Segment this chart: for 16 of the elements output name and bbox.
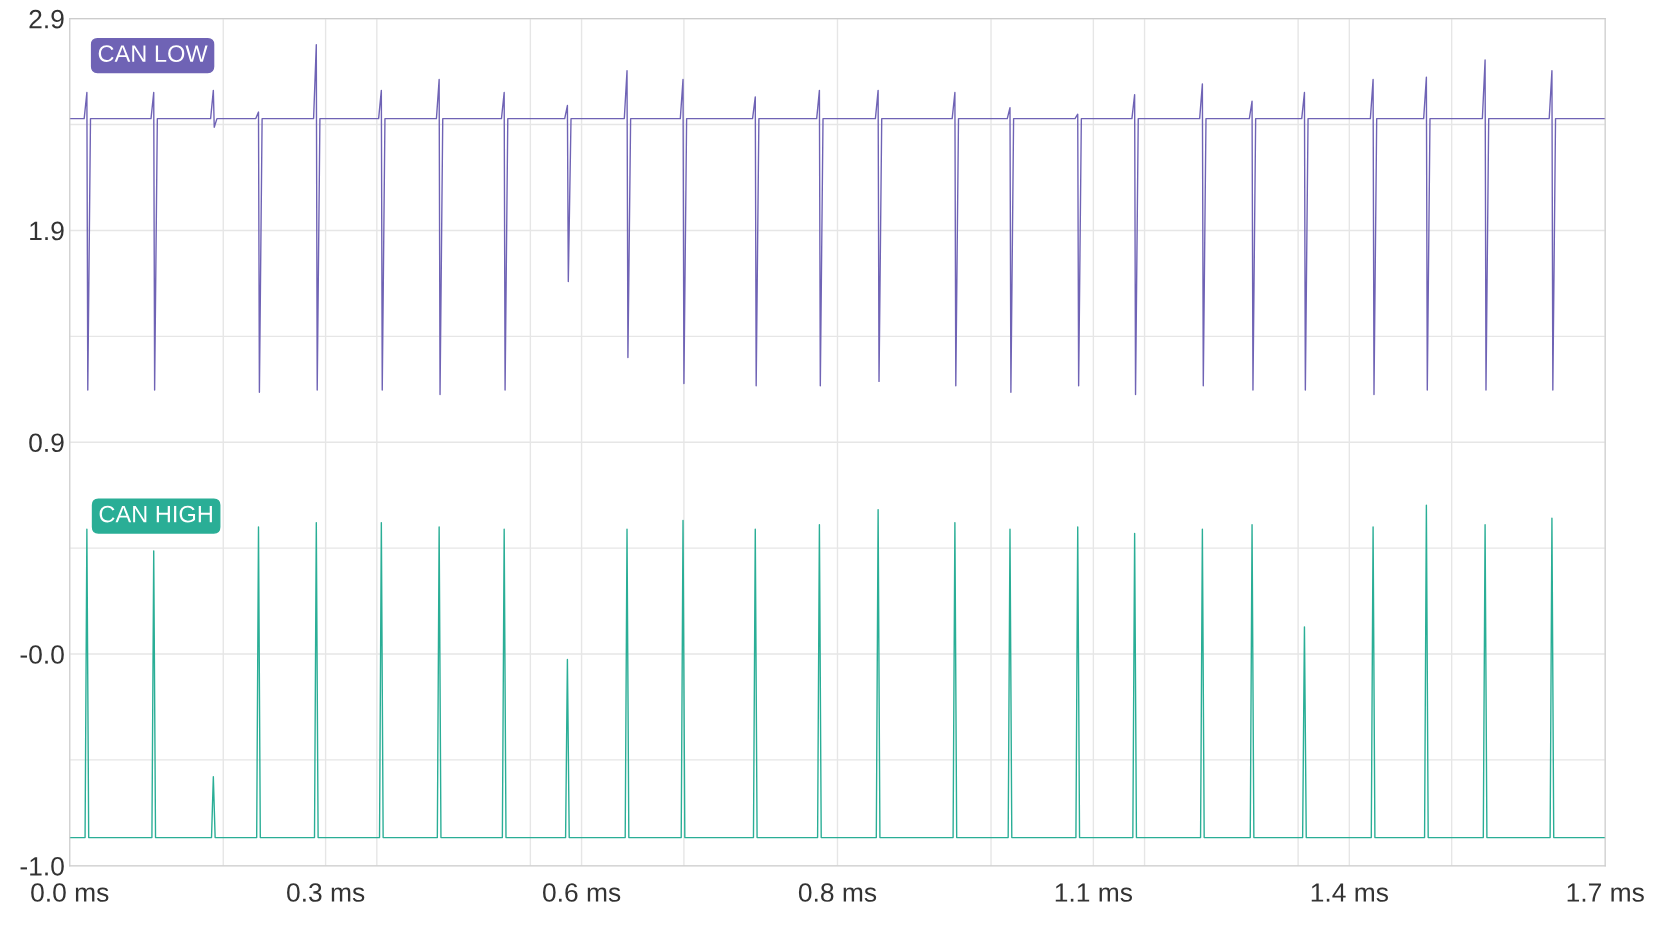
series-label: CAN HIGH xyxy=(99,505,212,523)
x-tick-label: 0.8 ms xyxy=(798,883,877,902)
line-series xyxy=(69,504,1606,839)
y-tick-label: 1.9 xyxy=(30,221,64,241)
y-tick-label: -0.0 xyxy=(20,645,64,664)
y-tick-label: 0.9 xyxy=(29,433,64,453)
x-tick-label: 1.7 ms xyxy=(1567,883,1644,902)
y-tick-label: -1.0 xyxy=(20,856,64,876)
line-series xyxy=(69,44,1606,396)
x-tick-label: 0.6 ms xyxy=(543,883,621,902)
y-tick-label: 2.9 xyxy=(29,9,64,29)
series-label: CAN LOW xyxy=(98,45,208,62)
x-tick-label: 1.4 ms xyxy=(1311,883,1388,902)
x-tick-label: 0.0 ms xyxy=(31,883,109,902)
x-tick-label: 1.1 ms xyxy=(1055,883,1132,902)
x-tick-label: 0.3 ms xyxy=(287,883,365,902)
